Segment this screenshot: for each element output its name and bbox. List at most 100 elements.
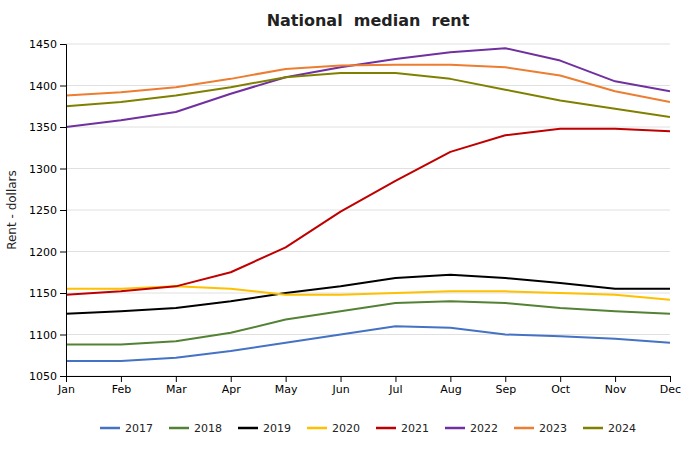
tick-label: Nov: [605, 383, 627, 396]
x-tick: Nov: [605, 376, 627, 396]
legend-item: 2022: [445, 422, 498, 435]
tick-label: Sep: [495, 383, 516, 396]
legend-swatch: [238, 427, 258, 430]
tick-mark: [560, 376, 561, 382]
legend-item: 2021: [376, 422, 429, 435]
tick-label: Feb: [112, 383, 131, 396]
y-tick: 1400: [29, 80, 66, 93]
series-line: [66, 275, 670, 314]
tick-mark: [395, 376, 396, 382]
tick-mark: [121, 376, 122, 382]
y-tick: 1450: [29, 38, 66, 51]
tick-label: 1350: [29, 121, 57, 134]
tick-label: 1300: [29, 163, 57, 176]
legend-label: 2017: [125, 422, 153, 435]
x-tick: Jan: [57, 376, 75, 396]
y-tick: 1150: [29, 287, 66, 300]
tick-mark: [60, 169, 66, 170]
y-axis: 1050 1100 1150 1200 1250 1300 1350 1400 1450: [29, 38, 67, 383]
series-line: [66, 48, 670, 127]
tick-mark: [60, 335, 66, 336]
x-tick: Oct: [551, 376, 571, 396]
tick-label: Oct: [551, 383, 571, 396]
tick-mark: [60, 210, 66, 211]
legend-swatch: [514, 427, 534, 430]
tick-mark: [60, 252, 66, 253]
series-line: [66, 129, 670, 295]
plot-area: Jan Feb Mar Apr May Jun Jul Aug Sep Oct Nov Dec 1050…: [29, 38, 681, 396]
legend-label: 2023: [539, 422, 567, 435]
tick-label: Jun: [331, 383, 349, 396]
legend-swatch: [445, 427, 465, 430]
tick-label: Apr: [222, 383, 242, 396]
tick-mark: [341, 376, 342, 382]
y-tick: 1350: [29, 121, 66, 134]
tick-label: 1400: [29, 80, 57, 93]
grid-line: [66, 251, 670, 252]
y-tick: 1250: [29, 204, 66, 217]
tick-label: Aug: [440, 383, 461, 396]
x-tick: Jun: [331, 376, 349, 396]
tick-label: 1100: [29, 329, 57, 342]
tick-label: Jul: [388, 383, 402, 396]
grid-line: [66, 44, 670, 45]
tick-mark: [60, 44, 66, 45]
legend-item: 2024: [583, 422, 636, 435]
series-line: [66, 326, 670, 361]
legend-swatch: [100, 427, 120, 430]
legend-item: 2023: [514, 422, 567, 435]
grid-line: [66, 168, 670, 169]
grid-line: [66, 127, 670, 128]
tick-mark: [176, 376, 177, 382]
legend-item: 2018: [169, 422, 222, 435]
tick-label: Mar: [166, 383, 187, 396]
y-tick: 1050: [29, 370, 66, 383]
tick-label: 1050: [29, 370, 57, 383]
x-tick: Apr: [222, 376, 242, 396]
y-tick: 1100: [29, 329, 66, 342]
series-group: [66, 48, 670, 361]
series-line: [66, 65, 670, 102]
tick-mark: [60, 293, 66, 294]
x-tick: Dec: [660, 376, 681, 396]
y-axis-title: Rent - dollars: [5, 170, 19, 250]
legend-label: 2024: [608, 422, 636, 435]
axis-line: [67, 377, 671, 383]
legend-swatch: [307, 427, 327, 430]
x-tick: Jul: [388, 376, 402, 396]
y-tick: 1300: [29, 163, 66, 176]
x-tick: Aug: [440, 376, 461, 396]
legend-label: 2020: [332, 422, 360, 435]
grid-line: [66, 210, 670, 211]
tick-mark: [231, 376, 232, 382]
tick-mark: [450, 376, 451, 382]
tick-mark: [505, 376, 506, 382]
legend-swatch: [169, 427, 189, 430]
tick-mark: [670, 376, 671, 382]
tick-mark: [286, 376, 287, 382]
legend-item: 2019: [238, 422, 291, 435]
x-axis: Jan Feb Mar Apr May Jun Jul Aug Sep Oct Nov Dec: [57, 376, 681, 396]
tick-label: 1250: [29, 204, 57, 217]
tick-mark: [60, 86, 66, 87]
legend-label: 2022: [470, 422, 498, 435]
legend-swatch: [376, 427, 396, 430]
series-line: [66, 73, 670, 117]
tick-label: Dec: [660, 383, 681, 396]
title: National median rent: [267, 11, 470, 30]
legend-swatch: [583, 427, 603, 430]
y-tick: 1200: [29, 246, 66, 259]
tick-label: 1450: [29, 38, 57, 51]
tick-label: 1150: [29, 287, 57, 300]
x-tick: Feb: [112, 376, 131, 396]
tick-mark: [60, 376, 66, 377]
legend-label: 2021: [401, 422, 429, 435]
legend-item: 2020: [307, 422, 360, 435]
axis-line: [60, 45, 67, 377]
grid-line: [66, 85, 670, 86]
grid-line: [66, 334, 670, 335]
legend-label: 2019: [263, 422, 291, 435]
legend: 2017 2018 2019 2020 2021 2022 2023 2024: [100, 422, 636, 435]
tick-label: May: [275, 383, 298, 396]
x-tick: Mar: [166, 376, 187, 396]
